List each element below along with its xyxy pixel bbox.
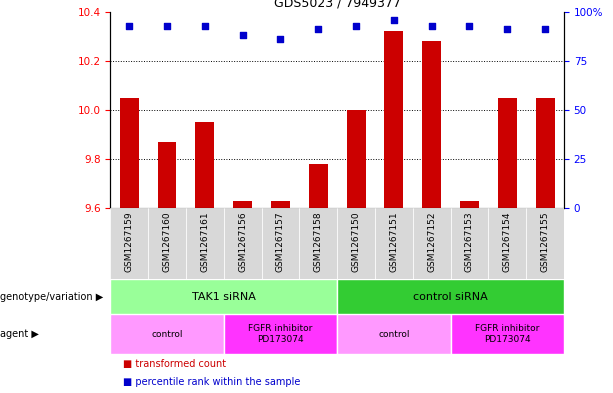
- Bar: [375, 208, 413, 279]
- Bar: [158, 142, 177, 208]
- Bar: [337, 314, 451, 354]
- Text: ■ transformed count: ■ transformed count: [123, 359, 226, 369]
- Bar: [337, 208, 375, 279]
- Bar: [186, 208, 224, 279]
- Bar: [346, 110, 365, 208]
- Text: GSM1267158: GSM1267158: [314, 212, 323, 272]
- Point: [351, 22, 361, 29]
- Point: [313, 26, 323, 33]
- Bar: [498, 98, 517, 208]
- Text: GSM1267153: GSM1267153: [465, 212, 474, 272]
- Text: agent ▶: agent ▶: [0, 329, 39, 339]
- Point: [540, 26, 550, 33]
- Text: GSM1267160: GSM1267160: [162, 212, 172, 272]
- Point: [238, 32, 248, 39]
- Bar: [489, 208, 526, 279]
- Point: [162, 22, 172, 29]
- Bar: [224, 208, 262, 279]
- Text: GSM1267161: GSM1267161: [200, 212, 210, 272]
- Text: GSM1267150: GSM1267150: [351, 212, 360, 272]
- Bar: [536, 98, 555, 208]
- Text: GSM1267156: GSM1267156: [238, 212, 247, 272]
- Bar: [337, 279, 564, 314]
- Bar: [196, 122, 215, 208]
- Bar: [451, 208, 489, 279]
- Text: GSM1267155: GSM1267155: [541, 212, 550, 272]
- Bar: [413, 208, 451, 279]
- Point: [200, 22, 210, 29]
- Text: FGFR inhibitor
PD173074: FGFR inhibitor PD173074: [475, 324, 539, 344]
- Text: GSM1267151: GSM1267151: [389, 212, 398, 272]
- Bar: [271, 201, 290, 208]
- Bar: [110, 208, 148, 279]
- Bar: [460, 201, 479, 208]
- Text: TAK1 siRNA: TAK1 siRNA: [192, 292, 256, 302]
- Text: control: control: [378, 330, 409, 338]
- Point: [124, 22, 134, 29]
- Bar: [233, 201, 252, 208]
- Bar: [262, 208, 299, 279]
- Bar: [120, 98, 139, 208]
- Point: [502, 26, 512, 33]
- Bar: [224, 314, 337, 354]
- Bar: [309, 164, 328, 208]
- Bar: [526, 208, 564, 279]
- Text: FGFR inhibitor
PD173074: FGFR inhibitor PD173074: [248, 324, 313, 344]
- Point: [389, 17, 398, 23]
- Text: GSM1267157: GSM1267157: [276, 212, 285, 272]
- Text: control: control: [151, 330, 183, 338]
- Text: GSM1267154: GSM1267154: [503, 212, 512, 272]
- Bar: [110, 279, 337, 314]
- Bar: [451, 314, 564, 354]
- Point: [427, 22, 436, 29]
- Text: genotype/variation ▶: genotype/variation ▶: [0, 292, 103, 302]
- Text: GSM1267152: GSM1267152: [427, 212, 436, 272]
- Point: [276, 36, 286, 42]
- Bar: [148, 208, 186, 279]
- Bar: [422, 41, 441, 208]
- Bar: [384, 31, 403, 208]
- Text: GSM1267159: GSM1267159: [124, 212, 134, 272]
- Title: GDS5023 / 7949377: GDS5023 / 7949377: [274, 0, 400, 9]
- Point: [465, 22, 474, 29]
- Bar: [110, 314, 224, 354]
- Text: ■ percentile rank within the sample: ■ percentile rank within the sample: [123, 377, 300, 387]
- Bar: [299, 208, 337, 279]
- Text: control siRNA: control siRNA: [413, 292, 488, 302]
